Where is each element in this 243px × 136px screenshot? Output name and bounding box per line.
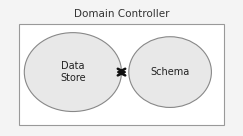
Ellipse shape (24, 33, 122, 112)
FancyBboxPatch shape (19, 24, 224, 125)
Text: Schema: Schema (150, 67, 190, 77)
Text: Data
Store: Data Store (60, 61, 86, 83)
Ellipse shape (129, 37, 211, 107)
Text: Domain Controller: Domain Controller (74, 9, 169, 19)
